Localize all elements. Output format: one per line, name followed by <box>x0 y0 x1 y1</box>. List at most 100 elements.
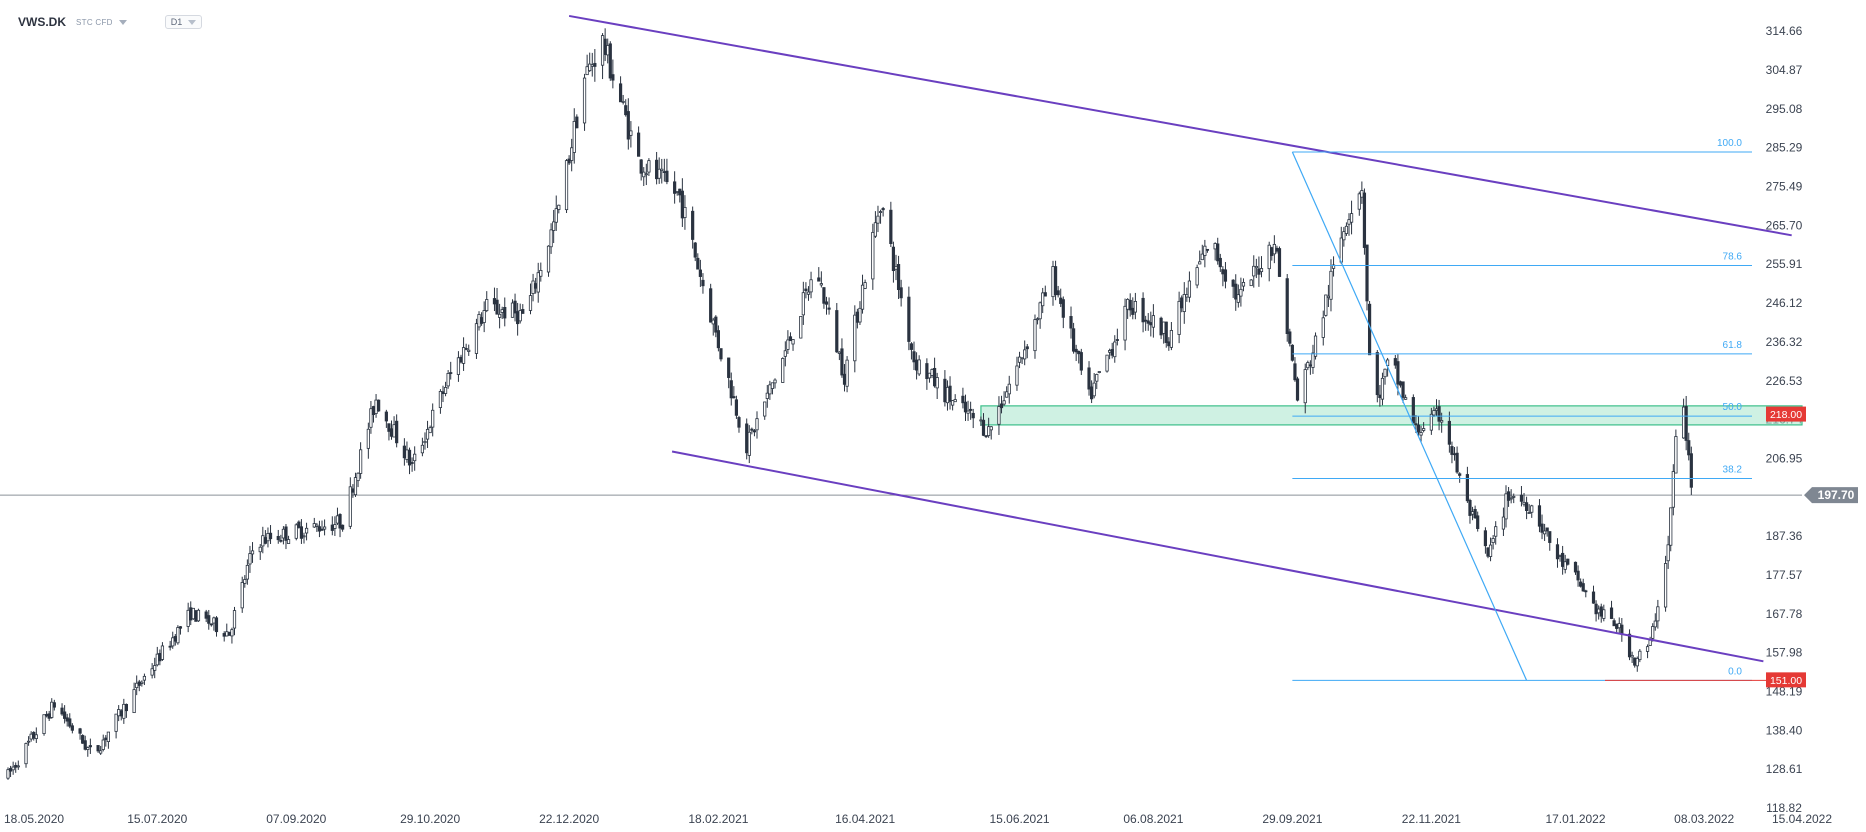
candle <box>1669 507 1673 552</box>
candle <box>1612 618 1616 627</box>
candle <box>1540 514 1544 540</box>
y-tick-label: 265.70 <box>1766 218 1803 232</box>
candle <box>1195 264 1199 289</box>
candle <box>927 372 932 383</box>
candle <box>819 271 823 288</box>
y-tick-label: 177.57 <box>1766 568 1803 582</box>
candle <box>1470 506 1475 521</box>
candle <box>14 762 18 773</box>
candle <box>696 253 700 270</box>
candle <box>1380 372 1385 406</box>
y-tick-label: 138.40 <box>1766 723 1803 737</box>
y-tick-label: 304.87 <box>1766 63 1803 77</box>
candle <box>371 405 376 423</box>
candle <box>1069 306 1073 339</box>
candle <box>1205 248 1210 253</box>
candle <box>1059 288 1063 308</box>
candle <box>425 420 430 448</box>
candle <box>804 282 808 299</box>
candle <box>1543 523 1547 541</box>
candle <box>608 41 612 81</box>
candle <box>1656 599 1660 629</box>
svg-text:218.00: 218.00 <box>1770 409 1802 421</box>
candle <box>889 201 893 248</box>
fib-level-label: 100.0 <box>1717 138 1742 149</box>
candle <box>1169 322 1173 351</box>
candle <box>1584 589 1588 598</box>
price-zone[interactable] <box>980 405 1803 426</box>
candle <box>1308 360 1312 375</box>
candle <box>626 98 630 150</box>
candle <box>1257 256 1261 287</box>
candle <box>70 723 74 734</box>
timeframe-select[interactable]: D1 <box>164 15 203 29</box>
candle <box>431 403 435 437</box>
channel-lower-line[interactable] <box>671 450 1764 663</box>
instrument-type-label[interactable]: STC CFD <box>76 17 113 27</box>
candle <box>176 625 180 645</box>
candle <box>461 337 466 371</box>
candle <box>1252 255 1256 288</box>
fib-level-label: 50.0 <box>1723 402 1743 413</box>
candle <box>65 713 69 727</box>
candle <box>1689 446 1693 495</box>
candle <box>384 409 388 428</box>
symbol-label[interactable]: VWS.DK <box>18 15 66 29</box>
candle <box>1635 656 1639 672</box>
timeframe-dropdown-icon <box>188 19 197 25</box>
candle <box>716 325 720 352</box>
y-tick-label: 167.78 <box>1766 607 1803 621</box>
candle <box>1512 493 1516 504</box>
candle <box>250 542 255 563</box>
candle <box>1491 535 1495 550</box>
y-tick-label: 285.29 <box>1766 141 1803 155</box>
candle <box>1349 200 1354 235</box>
candle <box>1393 355 1397 369</box>
x-tick-label: 15.04.2022 <box>1772 812 1832 826</box>
candle <box>1023 340 1027 366</box>
candle <box>984 435 988 439</box>
candle <box>637 126 641 157</box>
candle <box>1411 394 1415 424</box>
candle <box>1429 407 1433 435</box>
candle <box>932 357 937 388</box>
x-tick-label: 18.05.2020 <box>4 812 64 826</box>
candle <box>330 516 334 536</box>
candle <box>1234 274 1238 311</box>
candle <box>477 311 481 331</box>
fib-trend-line[interactable] <box>1291 151 1528 681</box>
candle <box>1548 531 1552 551</box>
candle <box>474 318 479 359</box>
candle <box>312 517 316 528</box>
candle <box>1347 213 1351 236</box>
candle <box>863 279 867 290</box>
candle <box>1071 322 1076 354</box>
channel-upper-line[interactable] <box>568 14 1792 237</box>
candle <box>660 158 664 184</box>
candle <box>1306 360 1310 371</box>
candle <box>1378 385 1382 407</box>
candle <box>747 425 751 464</box>
candle <box>732 386 736 399</box>
candle <box>1053 260 1058 301</box>
candle <box>1555 538 1560 568</box>
candle <box>1285 274 1289 342</box>
candle <box>1017 351 1022 369</box>
candle <box>150 663 154 679</box>
candle <box>1295 376 1300 402</box>
candle <box>1321 310 1325 346</box>
fibonacci-retracement[interactable]: 100.0 78.6 61.8 50.0 38.2 0.0 <box>1291 138 1752 681</box>
candle <box>153 657 157 679</box>
candle <box>11 761 15 775</box>
candle <box>554 195 558 231</box>
candle <box>1290 344 1294 362</box>
candle <box>1450 441 1454 464</box>
candle <box>1620 618 1624 642</box>
svg-text:151.00: 151.00 <box>1770 675 1802 687</box>
instrument-dropdown-icon[interactable] <box>118 19 127 25</box>
candle <box>1149 311 1153 337</box>
candle <box>63 705 67 724</box>
candle <box>871 223 875 290</box>
candle <box>50 698 54 719</box>
